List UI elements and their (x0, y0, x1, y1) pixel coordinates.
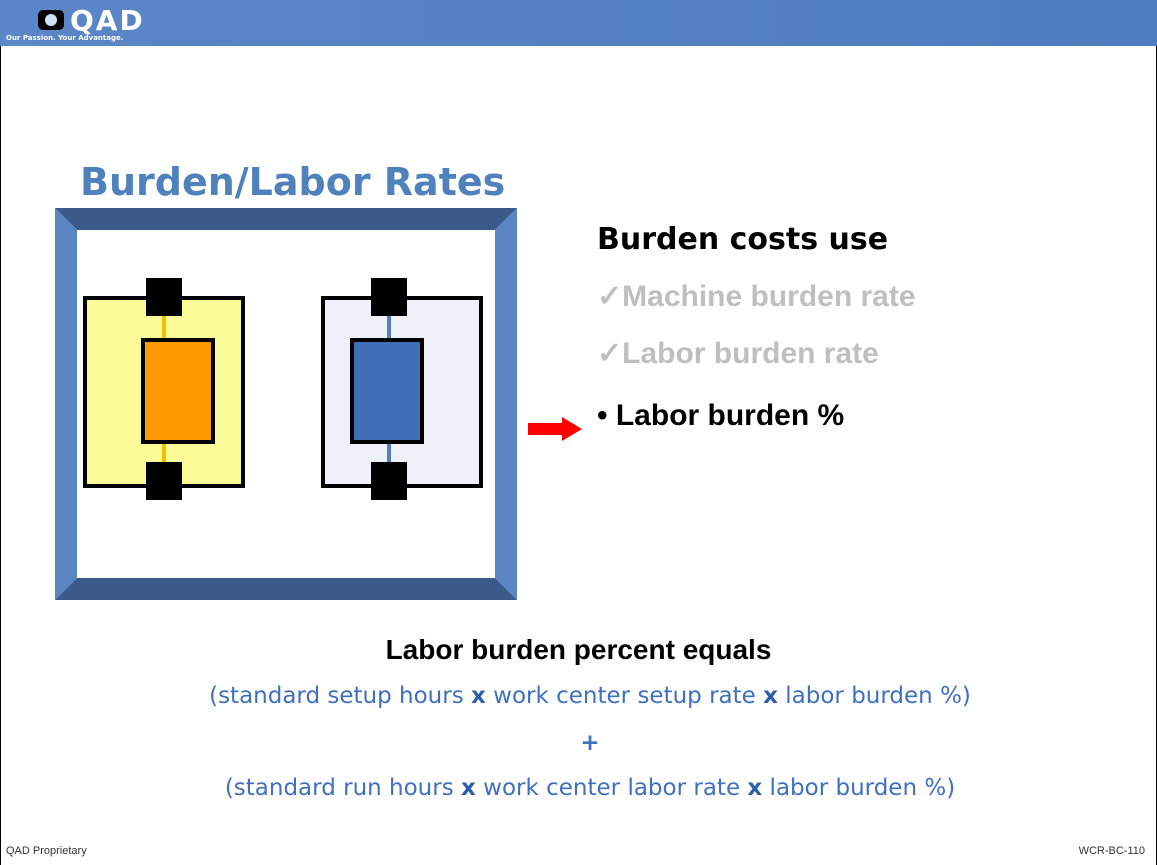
marker: ✓ (597, 280, 622, 313)
formula-heading: Labor burden percent equals (0, 634, 1157, 666)
text: work center labor rate (476, 775, 748, 801)
work-center-picture (55, 208, 517, 600)
text: work center setup rate (486, 683, 763, 709)
formula-line: (standard run hours x work center labor … (0, 775, 1157, 801)
text: labor burden %) (778, 683, 971, 709)
pointer-arrow (528, 417, 582, 441)
formula-line: (standard setup hours x work center setu… (0, 683, 1157, 709)
slide-title: Burden/Labor Rates (80, 160, 505, 204)
operator: x (461, 775, 476, 801)
operator: x (471, 683, 486, 709)
slide: QAD Our Passion. Your Advantage. Burden/… (0, 0, 1157, 865)
marker: ✓ (597, 337, 622, 370)
item-text: Machine burden rate (622, 280, 915, 313)
header-band (0, 0, 1157, 46)
logo-icon (36, 8, 66, 32)
footer-left: QAD Proprietary (6, 845, 87, 857)
list-item: • Labor burden % (597, 399, 844, 433)
list-heading: Burden costs use (597, 222, 888, 257)
tagline: Our Passion. Your Advantage. (6, 34, 123, 42)
operator: x (763, 683, 778, 709)
text: (standard run hours (225, 775, 461, 801)
operator: x (747, 775, 762, 801)
footer-right: WCR-BC-110 (1079, 845, 1145, 857)
list-item: ✓Machine burden rate (597, 279, 916, 314)
plus: + (0, 730, 1157, 756)
logo: QAD (70, 4, 145, 37)
item-text: Labor burden rate (622, 337, 879, 370)
marker: • (597, 399, 608, 432)
text: (standard setup hours (209, 683, 471, 709)
list-item: ✓Labor burden rate (597, 336, 879, 371)
item-text: Labor burden % (616, 399, 844, 432)
text: labor burden %) (762, 775, 955, 801)
